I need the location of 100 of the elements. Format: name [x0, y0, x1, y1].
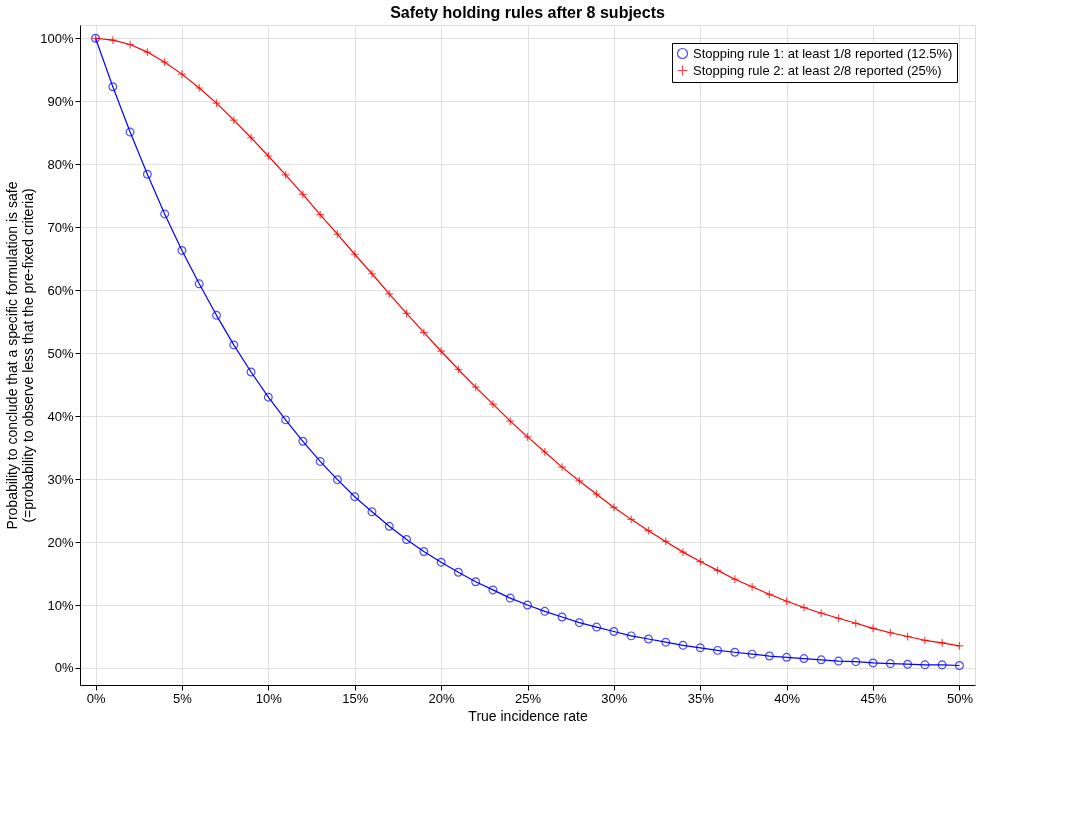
x-tick-label: 40%	[774, 690, 801, 706]
legend-label: Stopping rule 1: at least 1/8 reported (12.5%)	[693, 45, 953, 61]
point	[937, 660, 947, 670]
point	[747, 582, 757, 592]
x-tick-label: 30%	[601, 690, 628, 706]
point	[436, 346, 446, 356]
point	[903, 659, 913, 669]
point	[782, 652, 792, 662]
point	[609, 627, 619, 636]
point	[885, 659, 895, 669]
y-tick-label: 0%	[54, 660, 74, 676]
point	[246, 367, 256, 377]
point	[263, 392, 273, 402]
point	[954, 661, 964, 670]
point	[160, 209, 170, 219]
point	[540, 447, 550, 457]
point	[332, 229, 342, 239]
x-tick-label: 45%	[860, 690, 887, 706]
point	[384, 521, 394, 531]
point	[851, 657, 861, 667]
x-tick-label: 15%	[342, 690, 369, 706]
x-tick-label: 0%	[86, 690, 106, 706]
point	[315, 456, 325, 466]
x-axis-title: True incidence rate	[468, 707, 588, 724]
point	[764, 651, 774, 661]
point	[125, 127, 135, 137]
point	[453, 567, 463, 577]
point	[246, 133, 256, 143]
point	[177, 245, 187, 255]
point	[229, 340, 239, 350]
point	[523, 600, 532, 610]
point	[488, 585, 498, 595]
x-tick-label: 20%	[428, 690, 456, 706]
point	[799, 603, 809, 613]
y-tick-label: 50%	[47, 345, 74, 361]
point	[419, 547, 429, 556]
point	[471, 577, 481, 587]
point	[350, 492, 360, 502]
point	[730, 647, 740, 657]
point	[212, 98, 221, 108]
point	[332, 475, 342, 485]
point	[108, 82, 118, 92]
x-tick-label: 10%	[255, 690, 283, 706]
point	[367, 507, 377, 517]
point	[540, 606, 550, 616]
point	[523, 432, 532, 442]
y-tick-label: 40%	[47, 408, 74, 424]
point	[281, 415, 291, 425]
point	[868, 658, 878, 668]
point	[557, 612, 567, 622]
point	[678, 640, 688, 650]
point	[816, 655, 826, 665]
point	[626, 631, 636, 641]
point	[505, 416, 515, 426]
point	[298, 189, 308, 199]
point	[229, 115, 239, 125]
x-tick-label: 5%	[173, 690, 193, 706]
point	[609, 502, 619, 512]
y-tick-label: 20%	[47, 534, 74, 550]
x-tick-label: 25%	[514, 690, 542, 706]
point	[402, 535, 412, 544]
point	[643, 634, 653, 644]
point	[488, 399, 498, 409]
point	[505, 593, 515, 603]
x-tick-label: 50%	[946, 690, 974, 706]
y-tick-label: 60%	[47, 282, 74, 298]
point	[263, 151, 273, 161]
y-tick-label: 100%	[40, 30, 74, 46]
point	[834, 656, 843, 666]
point	[661, 637, 671, 647]
point	[384, 289, 394, 299]
point	[298, 436, 308, 446]
chart-title: Safety holding rules after 8 subjects	[390, 4, 665, 21]
point	[678, 547, 688, 557]
point	[747, 649, 757, 659]
point	[954, 641, 964, 651]
point	[436, 557, 446, 567]
y-tick-label: 70%	[47, 219, 74, 235]
point	[281, 170, 291, 180]
point	[574, 618, 584, 628]
point	[177, 69, 187, 79]
point	[125, 40, 135, 49]
point	[194, 83, 204, 93]
point	[557, 462, 567, 472]
point	[713, 645, 723, 655]
point	[592, 622, 602, 632]
y-tick-label: 80%	[47, 156, 74, 172]
y-tick-label: 10%	[47, 597, 74, 613]
point	[108, 35, 118, 45]
point	[920, 660, 930, 670]
point	[212, 310, 221, 320]
point	[868, 623, 878, 633]
y-axis-title: Probability to conclude that a specific formulation is safe (=probability to observe less that the pre-fixed criteria)	[4, 181, 37, 530]
legend-label: Stopping rule 2: at least 2/8 reported (25%)	[693, 62, 942, 78]
point	[367, 269, 377, 279]
y-tick-label: 30%	[47, 471, 74, 487]
point	[471, 382, 481, 392]
x-tick-label: 35%	[687, 690, 715, 706]
point	[194, 279, 204, 289]
point	[920, 635, 930, 645]
